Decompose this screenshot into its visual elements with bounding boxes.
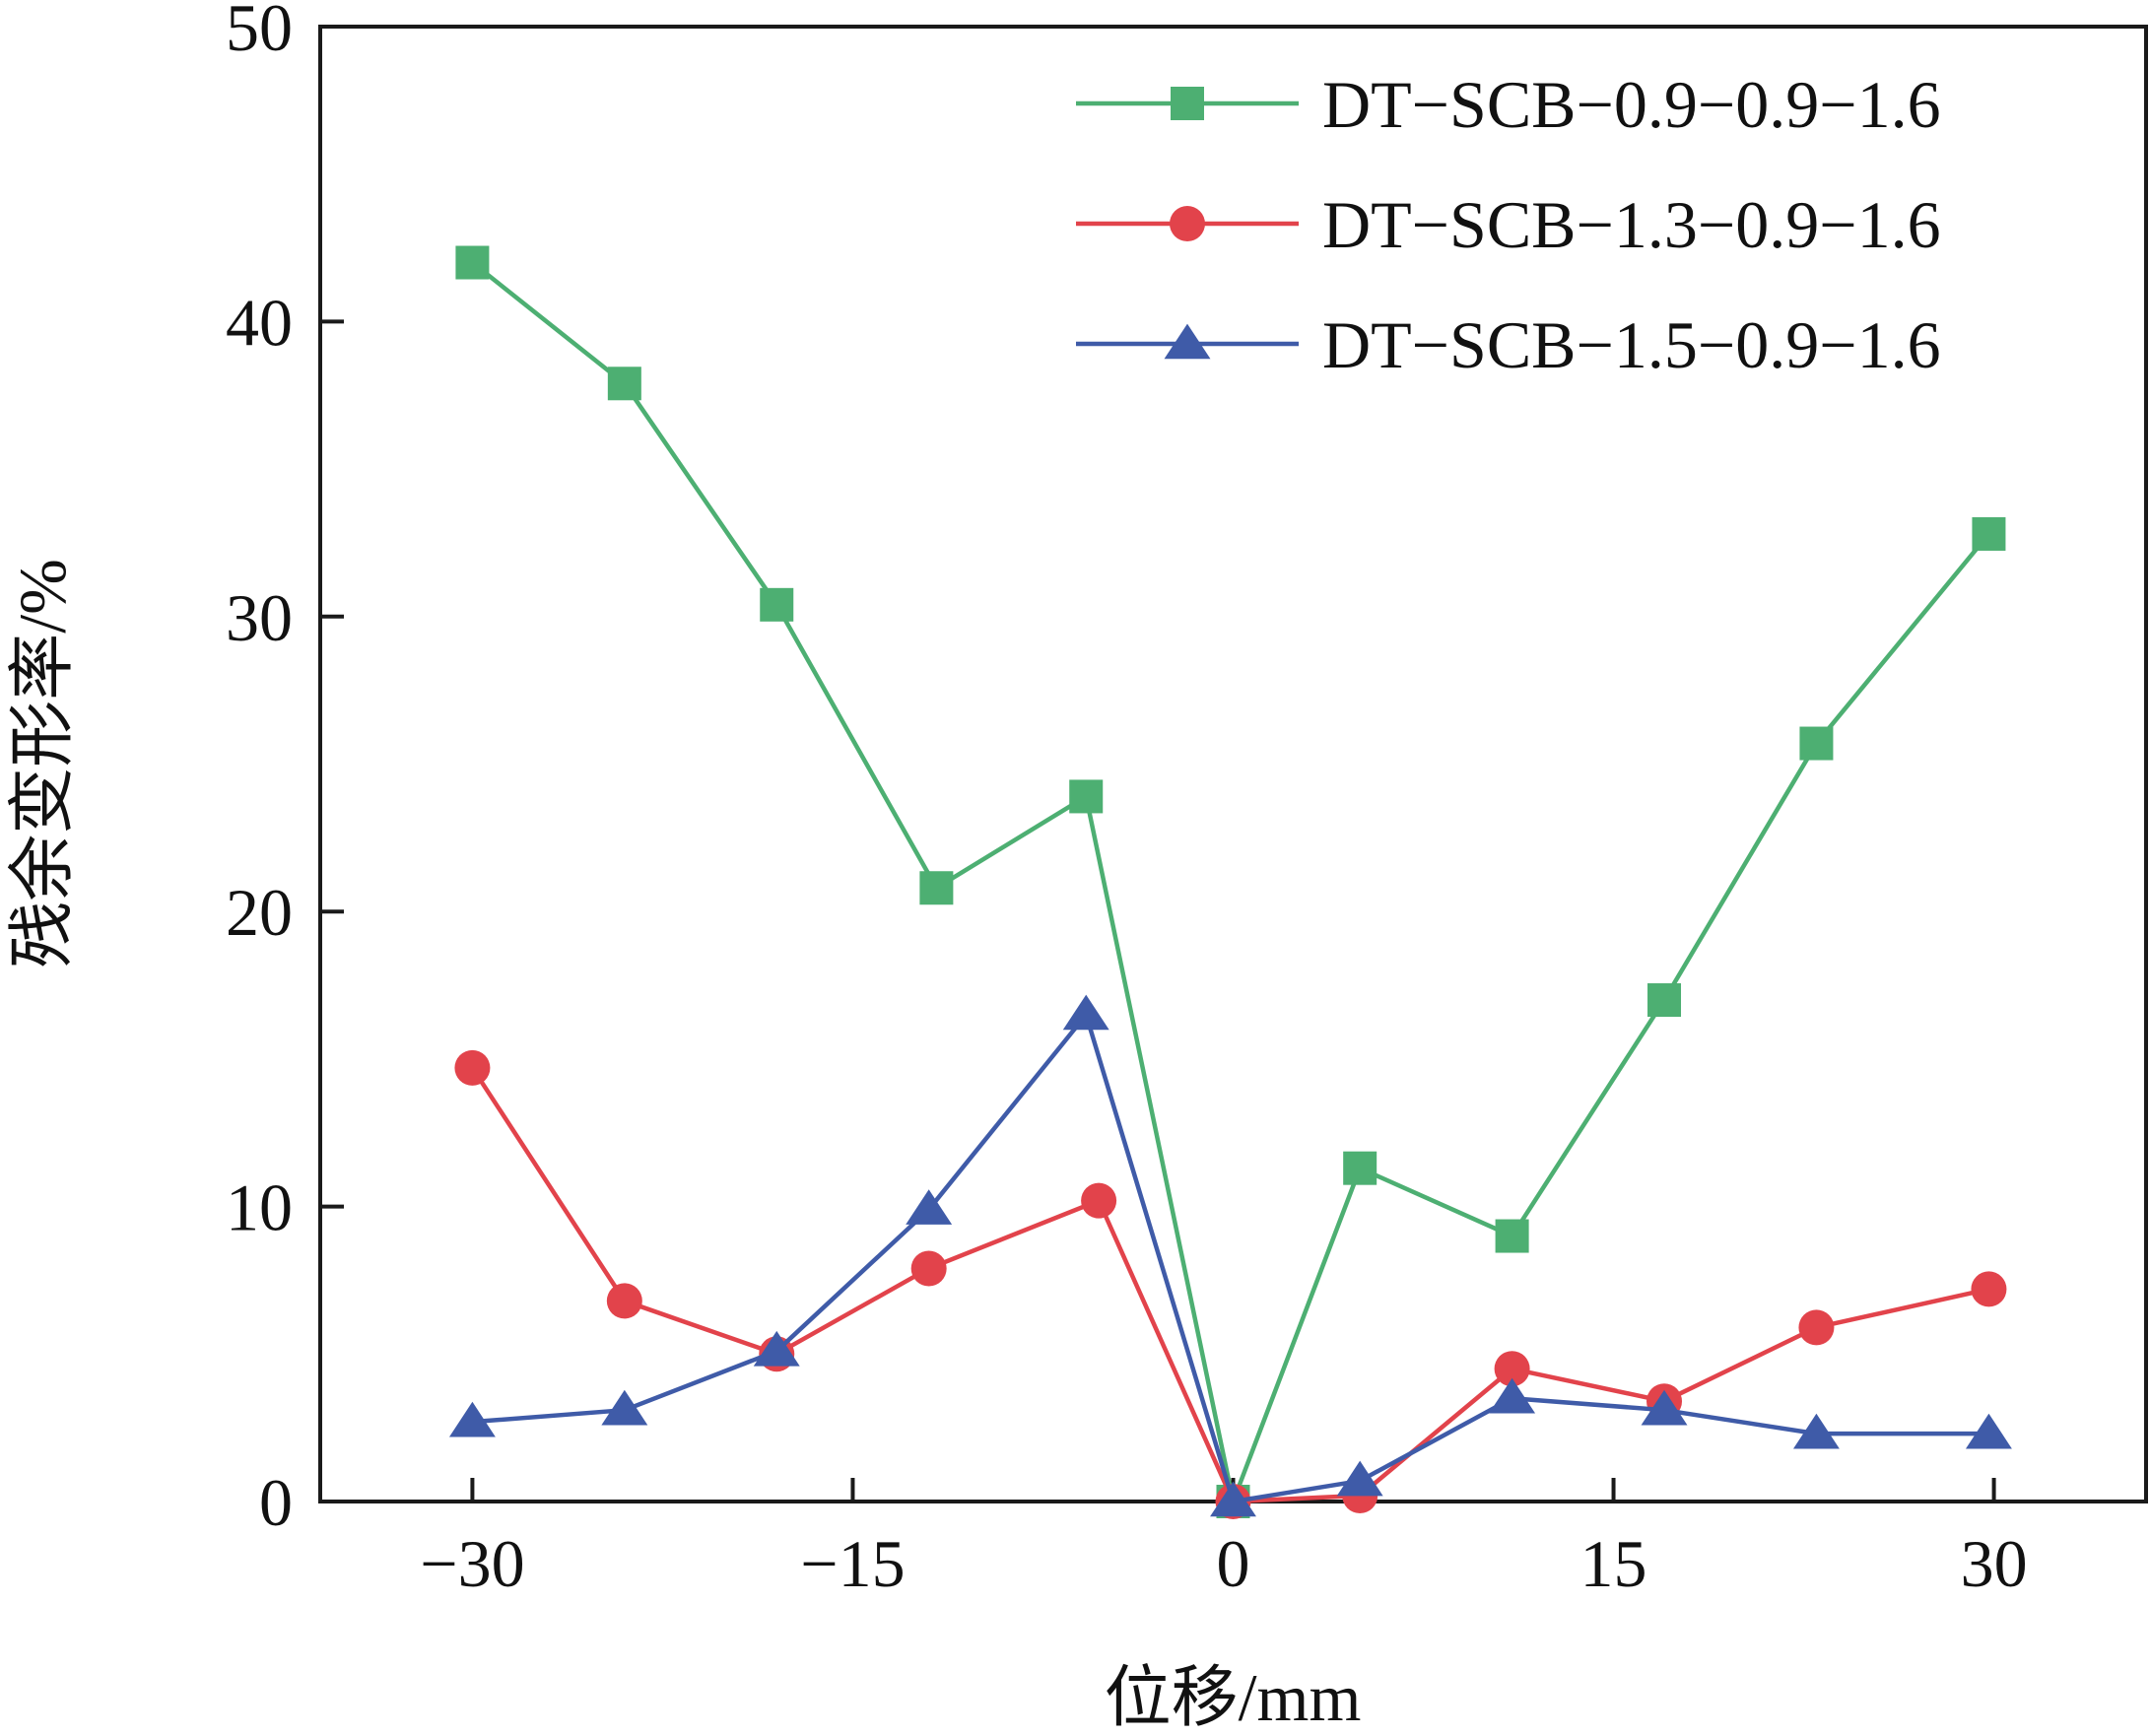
series-line bbox=[472, 1012, 1989, 1504]
legend-item: DT−SCB−1.3−0.9−1.6 bbox=[1076, 187, 1941, 262]
legend-marker bbox=[1164, 323, 1211, 360]
y-tick-label: 40 bbox=[226, 285, 293, 360]
data-point bbox=[607, 367, 641, 401]
data-point bbox=[1062, 994, 1109, 1031]
data-point bbox=[1081, 1182, 1117, 1219]
legend-label: DT−SCB−1.3−0.9−1.6 bbox=[1322, 187, 1941, 262]
data-point bbox=[1971, 1271, 2007, 1307]
series-layer bbox=[448, 245, 2012, 1519]
y-tick-label: 20 bbox=[226, 875, 293, 950]
x-tick-label: 15 bbox=[1580, 1526, 1647, 1601]
data-point bbox=[601, 1389, 648, 1426]
legend-item: DT−SCB−1.5−0.9−1.6 bbox=[1076, 307, 1941, 382]
y-tick-label: 0 bbox=[259, 1465, 293, 1540]
series-3 bbox=[448, 994, 2012, 1517]
legend-marker bbox=[1170, 206, 1205, 241]
data-point bbox=[454, 1049, 491, 1086]
y-axis-title: 残余变形率/% bbox=[5, 559, 80, 968]
legend-marker bbox=[1171, 87, 1204, 120]
data-point bbox=[606, 1283, 642, 1319]
x-tick-label: 30 bbox=[1961, 1526, 2028, 1601]
data-point bbox=[448, 1401, 496, 1437]
y-tick-label: 50 bbox=[226, 0, 293, 65]
legend-item: DT−SCB−0.9−0.9−1.6 bbox=[1076, 67, 1941, 142]
data-point bbox=[1647, 983, 1682, 1018]
data-point bbox=[1799, 726, 1834, 761]
x-tick-label: −15 bbox=[800, 1526, 905, 1601]
x-tick-label: 0 bbox=[1217, 1526, 1250, 1601]
series-line bbox=[471, 260, 1991, 1504]
data-point bbox=[1489, 1377, 1536, 1414]
data-point bbox=[760, 587, 794, 622]
x-axis-title: 位移/mm bbox=[1105, 1660, 1362, 1731]
data-point bbox=[1792, 1413, 1840, 1449]
y-tick-label: 30 bbox=[226, 580, 293, 655]
data-point bbox=[455, 245, 490, 280]
y-tick-label: 10 bbox=[226, 1170, 293, 1245]
data-point bbox=[1336, 1460, 1383, 1497]
data-point bbox=[906, 1189, 953, 1225]
data-point bbox=[1965, 1413, 2012, 1449]
data-point bbox=[919, 871, 954, 905]
data-point bbox=[1641, 1389, 1688, 1426]
data-point bbox=[1210, 1481, 1256, 1517]
data-point bbox=[1069, 779, 1104, 814]
series-2 bbox=[454, 1049, 2007, 1519]
data-point bbox=[1494, 1351, 1530, 1387]
data-point bbox=[753, 1330, 800, 1367]
series-1 bbox=[455, 245, 2006, 1518]
legend: DT−SCB−0.9−0.9−1.6 DT−SCB−1.3−0.9−1.6 DT−S… bbox=[1076, 67, 1941, 382]
axis-ticks: −30 −15 0 15 30 0 10 20 30 40 50 bbox=[226, 0, 2028, 1601]
legend-label: DT−SCB−0.9−0.9−1.6 bbox=[1322, 67, 1941, 142]
data-point bbox=[1343, 1151, 1377, 1185]
data-point bbox=[910, 1250, 947, 1287]
legend-label: DT−SCB−1.5−0.9−1.6 bbox=[1322, 307, 1941, 382]
x-tick-label: −30 bbox=[420, 1526, 524, 1601]
data-point bbox=[1972, 516, 2006, 551]
series-line bbox=[470, 1066, 1989, 1504]
data-point bbox=[1495, 1219, 1529, 1253]
data-point bbox=[1798, 1309, 1835, 1346]
